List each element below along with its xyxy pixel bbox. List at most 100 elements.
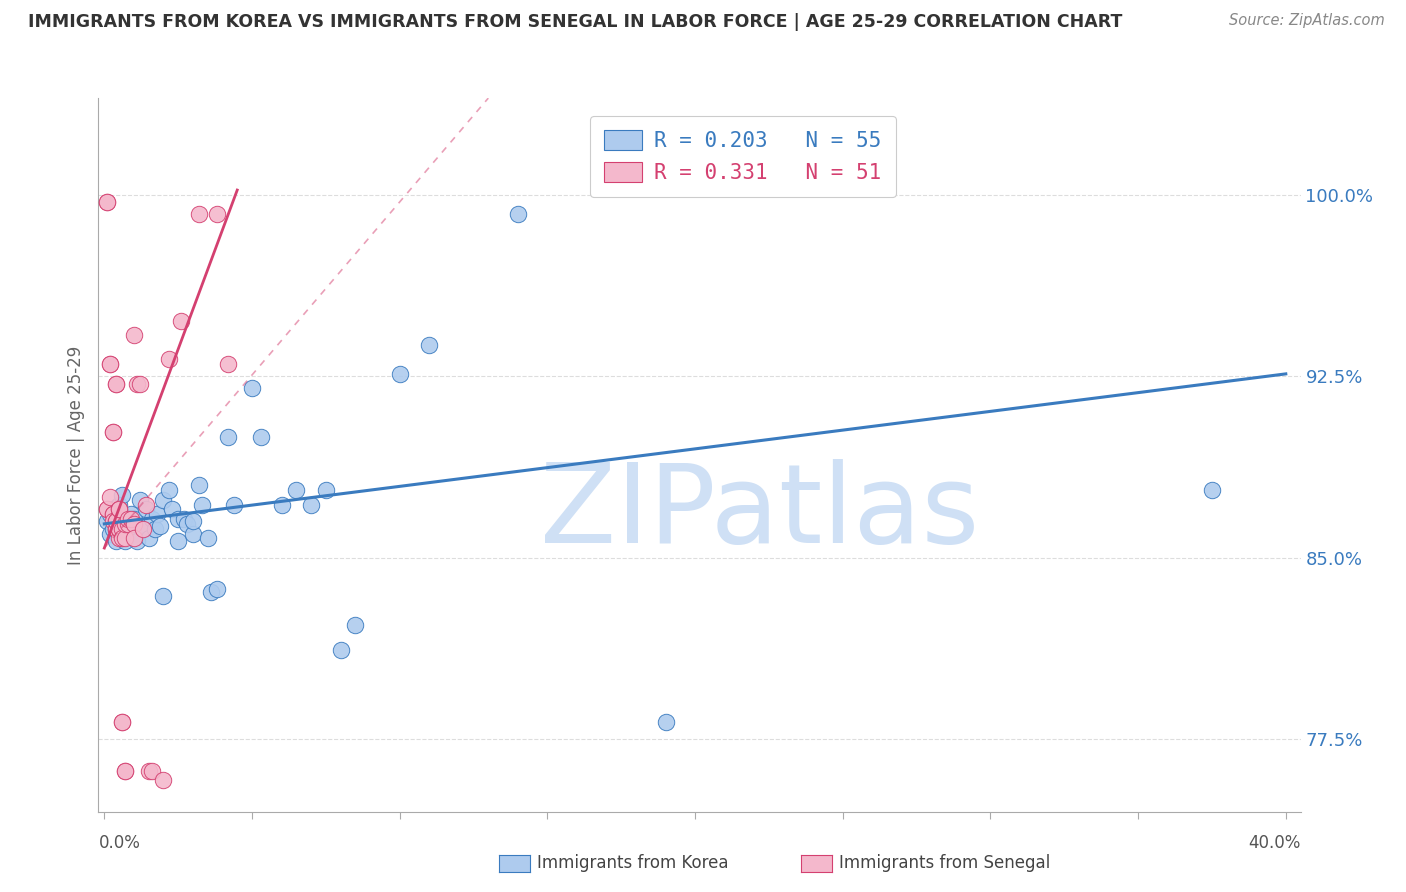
Point xyxy=(149,519,172,533)
Point xyxy=(167,533,190,548)
Point xyxy=(108,522,131,536)
Point xyxy=(329,642,352,657)
Point xyxy=(117,512,139,526)
Point xyxy=(299,498,322,512)
Point xyxy=(114,764,136,778)
Point xyxy=(162,502,184,516)
Point xyxy=(114,764,136,778)
Point xyxy=(146,507,169,521)
Text: IMMIGRANTS FROM KOREA VS IMMIGRANTS FROM SENEGAL IN LABOR FORCE | AGE 25-29 CORR: IMMIGRANTS FROM KOREA VS IMMIGRANTS FROM… xyxy=(28,13,1122,31)
Point xyxy=(654,715,676,730)
Point xyxy=(105,522,128,536)
Point xyxy=(105,515,128,529)
Point xyxy=(103,425,125,439)
Point xyxy=(98,490,121,504)
Text: ZIPatlas: ZIPatlas xyxy=(540,458,979,566)
Point xyxy=(157,352,180,367)
Y-axis label: In Labor Force | Age 25-29: In Labor Force | Age 25-29 xyxy=(67,345,86,565)
Point xyxy=(135,498,157,512)
Point xyxy=(344,618,367,632)
Point xyxy=(122,526,145,541)
Point xyxy=(108,532,131,546)
Point xyxy=(105,522,128,536)
Point xyxy=(114,532,136,546)
Point xyxy=(240,381,263,395)
Point xyxy=(224,498,246,512)
Text: 40.0%: 40.0% xyxy=(1249,834,1301,852)
Point xyxy=(96,502,118,516)
Point xyxy=(217,357,239,371)
Point xyxy=(205,207,228,221)
Point xyxy=(132,522,155,536)
Point xyxy=(114,533,136,548)
Point xyxy=(105,515,128,529)
Point xyxy=(143,522,166,536)
Point xyxy=(103,507,125,521)
Point xyxy=(98,357,121,371)
Point xyxy=(122,516,145,531)
Point xyxy=(187,478,209,492)
Point xyxy=(141,764,163,778)
Point xyxy=(111,522,134,536)
Point xyxy=(108,498,131,512)
Point xyxy=(141,512,163,526)
Text: Immigrants from Senegal: Immigrants from Senegal xyxy=(839,855,1050,872)
Point xyxy=(108,522,131,536)
Point xyxy=(103,507,125,521)
Point xyxy=(105,376,128,391)
Point xyxy=(205,582,228,597)
Point xyxy=(315,483,337,497)
Point xyxy=(138,764,160,778)
Point xyxy=(105,522,128,536)
Point xyxy=(152,590,174,604)
Point xyxy=(157,483,180,497)
Point xyxy=(122,512,145,526)
Point xyxy=(217,430,239,444)
Point xyxy=(103,425,125,439)
Point xyxy=(270,498,292,512)
Point xyxy=(132,522,155,536)
Point xyxy=(96,195,118,210)
Point xyxy=(250,430,273,444)
Point xyxy=(120,507,142,521)
Point xyxy=(128,492,150,507)
Point xyxy=(170,313,193,327)
Point xyxy=(105,376,128,391)
Point xyxy=(176,516,198,531)
Point xyxy=(1201,483,1223,497)
Point xyxy=(108,515,131,529)
Point xyxy=(285,483,308,497)
Point xyxy=(111,532,134,546)
Text: Immigrants from Korea: Immigrants from Korea xyxy=(537,855,728,872)
Point xyxy=(173,512,195,526)
Point xyxy=(125,533,148,548)
Point xyxy=(138,532,160,546)
Point xyxy=(122,532,145,546)
Point xyxy=(197,532,219,546)
Text: Source: ZipAtlas.com: Source: ZipAtlas.com xyxy=(1229,13,1385,29)
Point xyxy=(200,584,222,599)
Point xyxy=(111,715,134,730)
Point xyxy=(114,519,136,533)
Point xyxy=(506,207,529,221)
Point xyxy=(98,357,121,371)
Point xyxy=(120,512,142,526)
Point xyxy=(108,502,131,516)
Point xyxy=(98,526,121,541)
Point xyxy=(103,515,125,529)
Point xyxy=(181,526,204,541)
Point xyxy=(135,502,157,516)
Point xyxy=(167,512,190,526)
Text: 0.0%: 0.0% xyxy=(98,834,141,852)
Point xyxy=(122,328,145,343)
Point xyxy=(418,338,440,352)
Point xyxy=(128,376,150,391)
Point xyxy=(125,376,148,391)
Point xyxy=(111,715,134,730)
Point xyxy=(96,502,118,516)
Point xyxy=(152,492,174,507)
Point xyxy=(98,507,121,521)
Point xyxy=(388,367,411,381)
Point xyxy=(103,522,125,536)
Point xyxy=(111,488,134,502)
